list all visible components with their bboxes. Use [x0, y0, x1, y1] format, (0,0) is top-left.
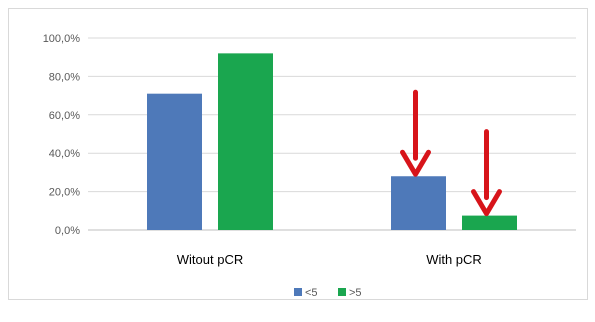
legend-label: >5	[349, 287, 362, 299]
y-tick-label: 60,0%	[49, 110, 80, 122]
chart-frame	[8, 8, 588, 300]
legend-swatch	[294, 288, 302, 296]
y-tick-label: 20,0%	[49, 187, 80, 199]
legend: <5 >5	[294, 287, 362, 299]
annotation-arrowhead	[471, 189, 502, 217]
bar	[462, 215, 517, 230]
y-axis: 0,0% 20,0% 40,0% 60,0% 80,0% 100,0%	[43, 33, 81, 237]
legend-swatch	[338, 288, 346, 296]
y-tick-label: 40,0%	[49, 148, 80, 160]
x-category-label: With pCR	[426, 252, 482, 267]
legend-label: <5	[305, 287, 318, 299]
x-axis: Witout pCR With pCR	[177, 252, 482, 267]
bars	[147, 53, 517, 231]
annotation-arrows	[400, 89, 502, 217]
y-tick-label: 100,0%	[43, 33, 81, 45]
annotation-arrowhead	[400, 149, 431, 177]
y-tick-label: 0,0%	[55, 225, 80, 237]
x-category-label: Witout pCR	[177, 252, 243, 267]
bar	[391, 176, 446, 230]
bar	[147, 93, 202, 231]
y-tick-label: 80,0%	[49, 71, 80, 83]
bar	[218, 53, 273, 230]
